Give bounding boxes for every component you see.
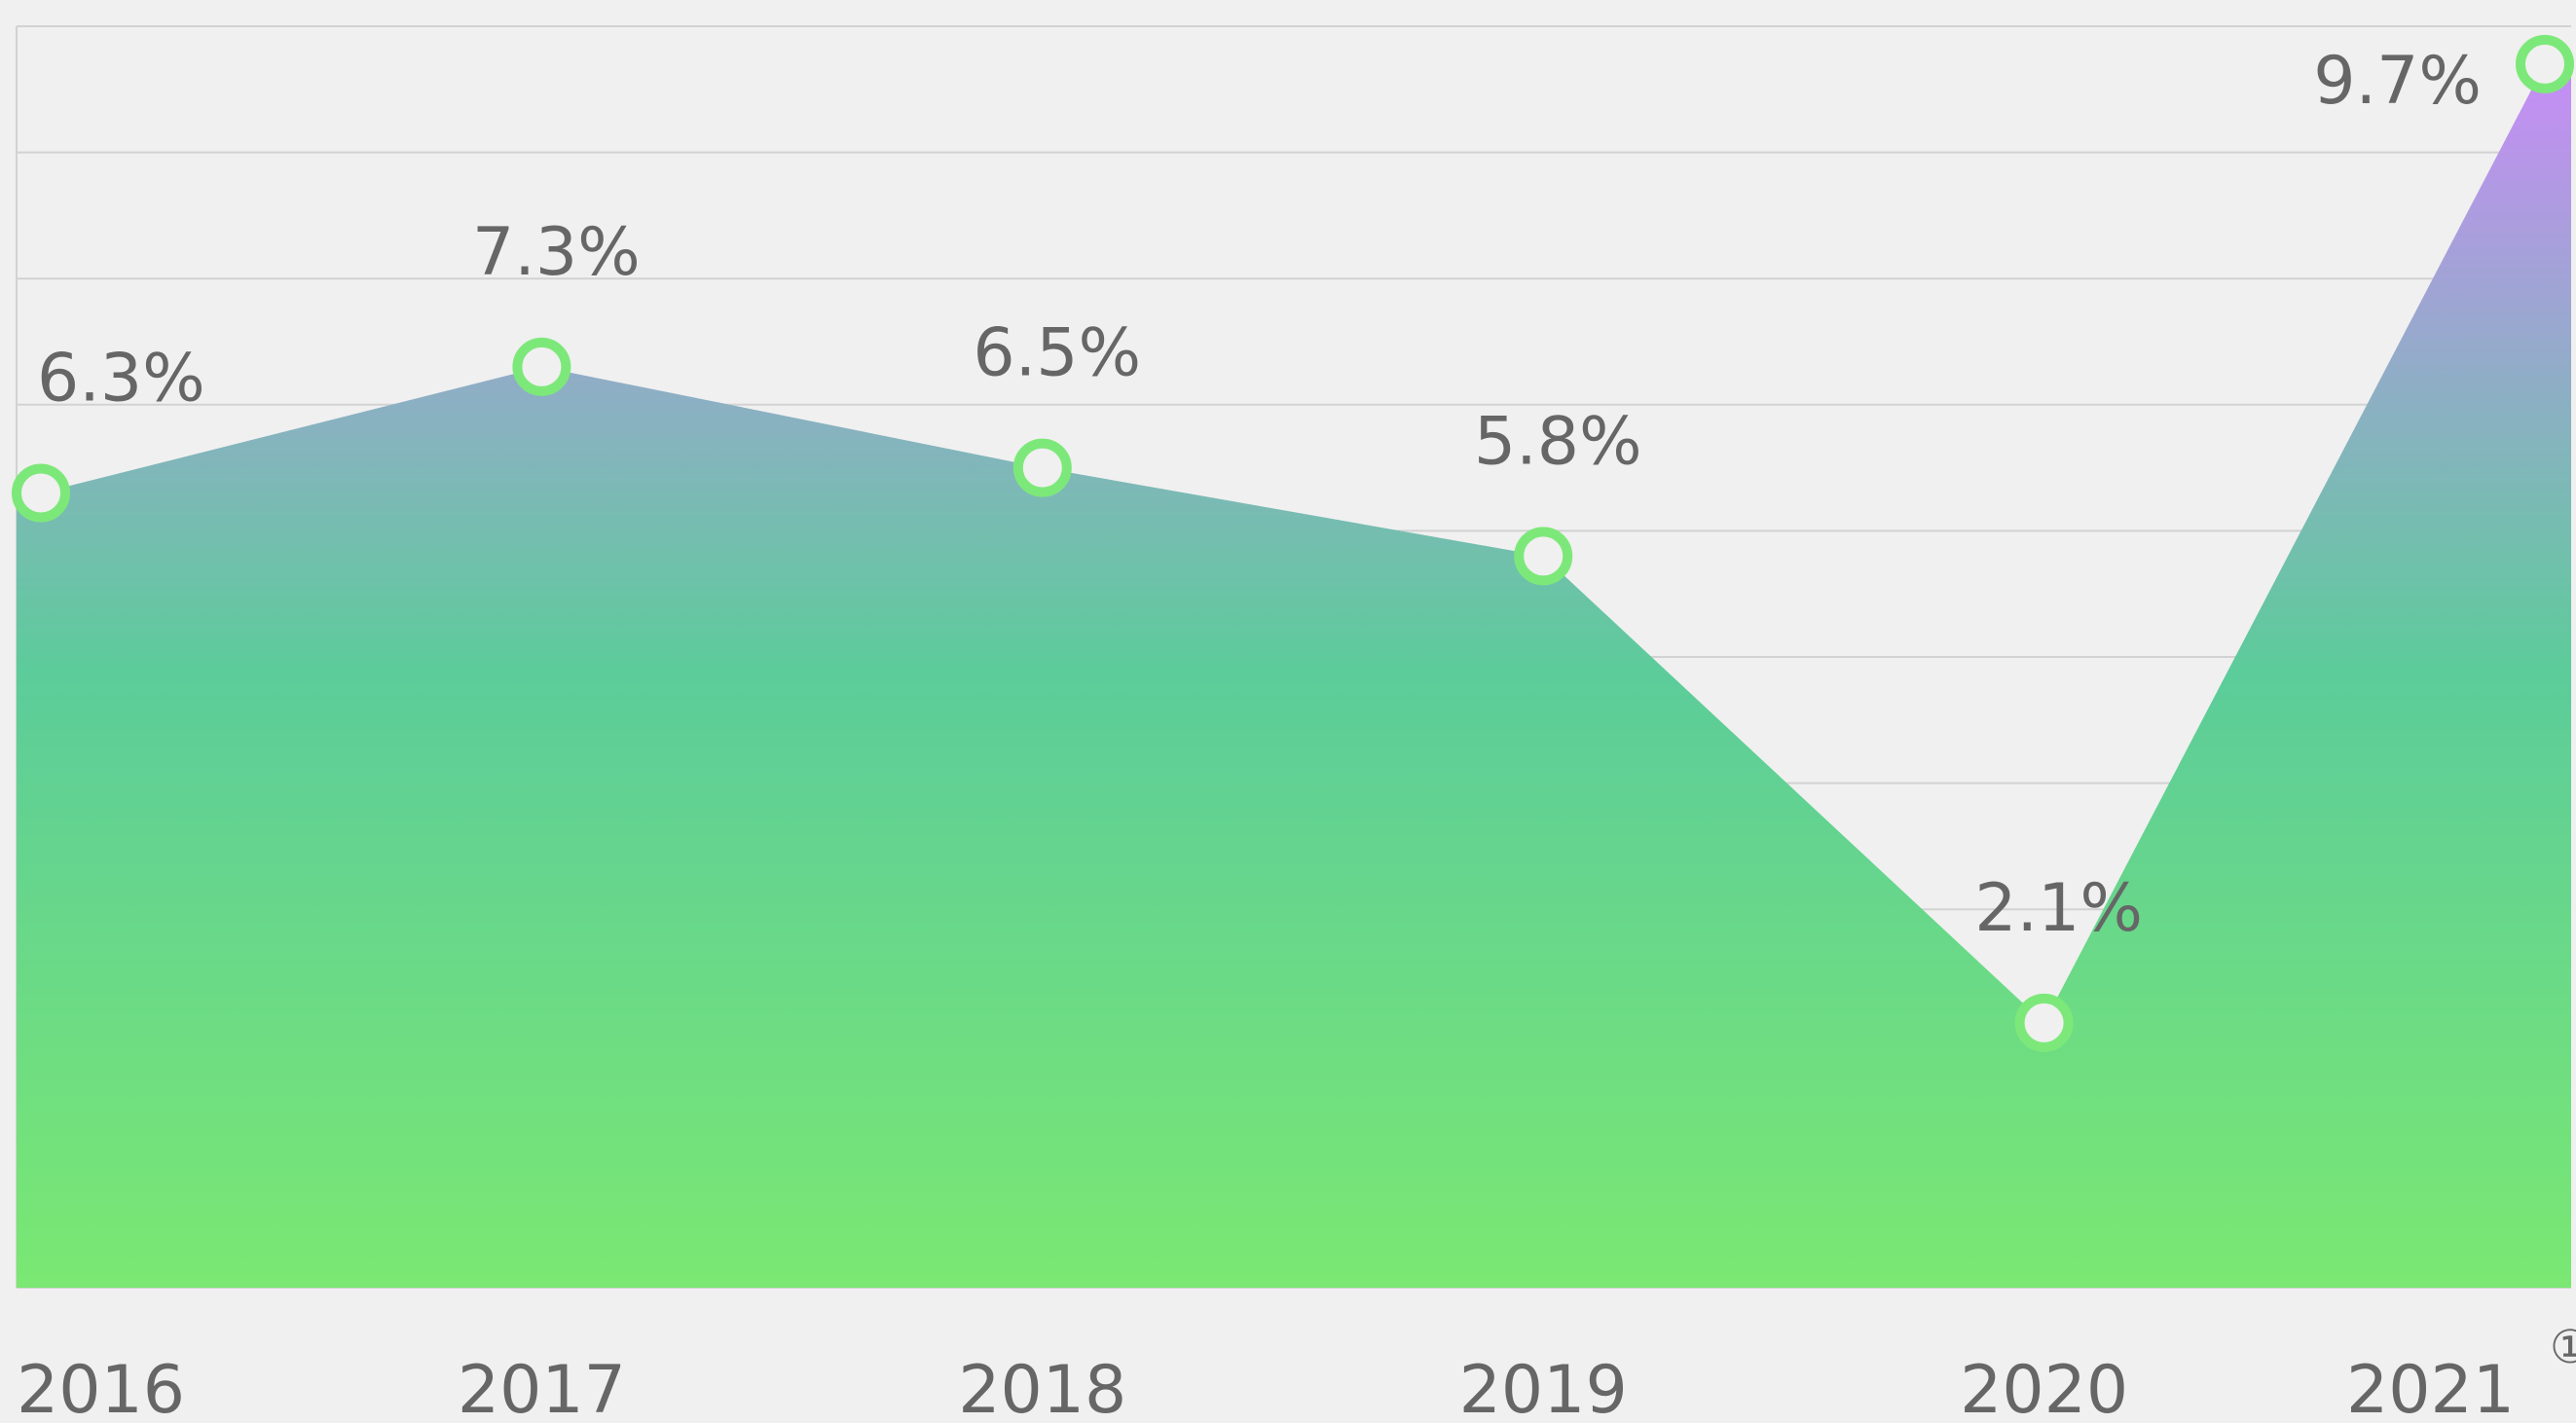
x-tick-label: 2018 <box>958 1352 1126 1423</box>
x-tick-label: 2021 <box>2346 1352 2515 1423</box>
point-marker <box>512 337 571 396</box>
value-label: 7.3% <box>472 214 641 291</box>
annotation: ① <box>2550 1321 2576 1374</box>
point-marker <box>2516 34 2574 93</box>
point-marker <box>2014 993 2074 1052</box>
value-label: 6.5% <box>973 315 1141 392</box>
markers <box>12 34 2574 1052</box>
area-layer <box>17 63 2571 1288</box>
area <box>17 63 2571 1288</box>
value-label: 5.8% <box>1474 403 1642 480</box>
value-label: 6.3% <box>37 341 205 418</box>
x-tick-label: 2016 <box>17 1352 185 1423</box>
x-tick-label: 2017 <box>458 1352 626 1423</box>
value-label: 2.1% <box>1974 870 2143 947</box>
point-marker <box>1012 438 1072 497</box>
point-marker <box>1514 527 1573 586</box>
point-marker <box>12 463 70 523</box>
value-label: 9.7% <box>2313 43 2482 120</box>
labels: ① 6.3% 2016 7.3% 2017 6.5% 2018 5.8% 2019 2.1% 20… <box>17 43 2576 1423</box>
x-tick-label: 2020 <box>1960 1352 2128 1423</box>
x-tick-label: 2019 <box>1459 1352 1628 1423</box>
